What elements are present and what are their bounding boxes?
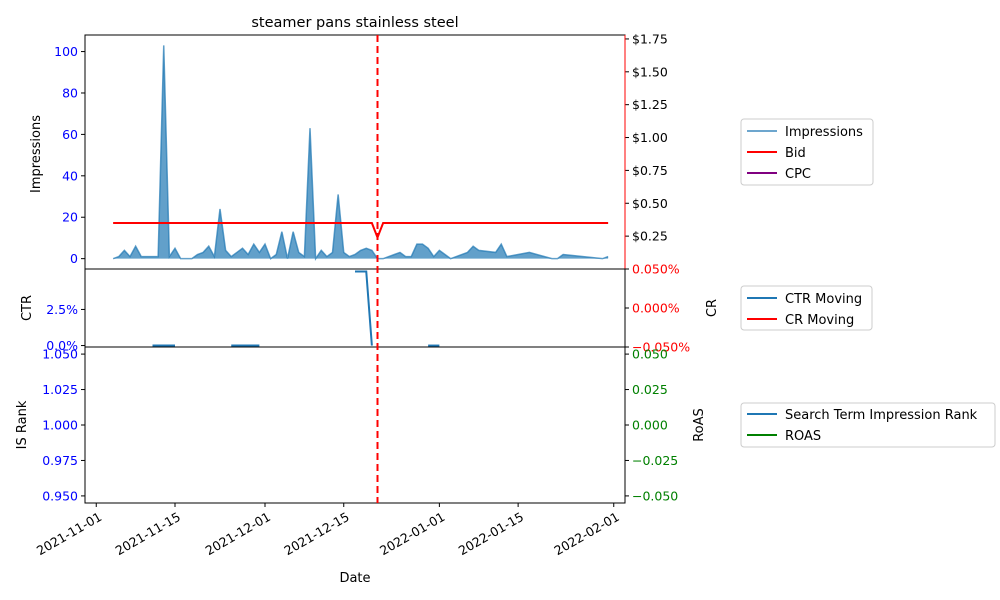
legend-ctr-panel: CTR Moving CR Moving <box>740 285 873 331</box>
ctr-panel-frame <box>84 268 626 348</box>
roas-axis-tick-label: 0.000 <box>632 418 668 433</box>
impressions-axis-tick-label: 0 <box>70 251 78 266</box>
date-axis: 2021-11-01 2021-11-15 2021-12-01 2021-12-15… <box>34 35 622 558</box>
svg-text:Search Term Impression Rank: Search Term Impression Rank <box>785 408 978 423</box>
is-rank-axis-tick-label: 1.050 <box>42 347 78 362</box>
date-axis-label: Date <box>339 571 370 586</box>
ctr-axis-tick-label: 0.0% <box>46 338 78 353</box>
roas-axis-tick-label: −0.050 <box>632 488 678 503</box>
bid-axis-tick-label: $0.25 <box>632 229 668 244</box>
svg-text:Impressions: Impressions <box>785 125 863 140</box>
date-tick-label: 2021-11-01 <box>34 509 104 558</box>
is-rank-panel: 0.950 0.975 1.000 1.025 1.050 −0.050 −0.025 0.0… <box>42 346 678 504</box>
legend-is-rank-panel: Search Term Impression Rank ROAS <box>740 402 996 448</box>
legend-entry-search-term-impression-rank: Search Term Impression Rank <box>747 408 978 423</box>
bid-axis-tick-label: $1.25 <box>632 97 668 112</box>
roas-axis-label: RoAS <box>692 408 707 442</box>
bid-axis-tick-label: $1.50 <box>632 64 668 79</box>
svg-text:Bid: Bid <box>785 146 806 161</box>
date-tick-label: 2021-11-15 <box>113 509 183 558</box>
is-rank-axis-tick-label: 1.000 <box>42 418 78 433</box>
impressions-axis-tick-label: 60 <box>62 127 78 142</box>
date-tick-label: 2022-01-01 <box>377 509 447 558</box>
svg-text:ROAS: ROAS <box>785 429 821 444</box>
impressions-axis-tick-label: 100 <box>54 44 78 59</box>
legend-entry-cr-moving: CR Moving <box>747 313 854 328</box>
bid-axis-tick-label: $0.75 <box>632 163 668 178</box>
legend-impressions-panel: Impressions Bid CPC <box>740 118 874 186</box>
ctr-axis-tick-label: 2.5% <box>46 302 78 317</box>
impressions-line <box>112 45 609 261</box>
legend-entry-roas: ROAS <box>747 429 821 444</box>
impressions-axis-tick-label: 40 <box>62 168 78 183</box>
is-rank-axis-tick-label: 0.950 <box>42 488 78 503</box>
cr-axis-tick-label: −0.050% <box>632 340 690 355</box>
bid-line <box>113 221 609 241</box>
date-tick-label: 2021-12-01 <box>203 509 273 558</box>
impressions-axis-label: Impressions <box>29 115 44 193</box>
date-tick-label: 2022-01-15 <box>456 509 526 558</box>
impressions-panel: 0 20 40 60 80 100 $0.25 $0.50 $0.75 $1.00 $1.25 $1.… <box>54 31 668 270</box>
chart-title: steamer pans stainless steel <box>251 15 458 31</box>
date-tick-label: 2021-12-15 <box>281 509 351 558</box>
svg-text:CPC: CPC <box>785 167 811 182</box>
cr-axis-label: CR <box>705 299 720 317</box>
legend-entry-bid: Bid <box>747 146 806 161</box>
cr-axis-tick-label: 0.050% <box>632 262 680 277</box>
impressions-area <box>113 45 609 259</box>
bid-axis-tick-label: $0.50 <box>632 196 668 211</box>
legend-entry-impressions: Impressions <box>747 125 863 140</box>
bid-axis-tick-label: $1.00 <box>632 130 668 145</box>
impressions-axis-tick-label: 80 <box>62 85 78 100</box>
impressions-axis-tick-label: 20 <box>62 210 78 225</box>
svg-text:CTR Moving: CTR Moving <box>785 292 862 307</box>
ctr-moving-segment <box>355 270 373 346</box>
ctr-axis-label: CTR <box>20 295 35 321</box>
legend-entry-cpc: CPC <box>747 167 811 182</box>
is-rank-axis-label: IS Rank <box>15 400 30 449</box>
is-rank-axis-tick-label: 1.025 <box>42 382 78 397</box>
is-rank-axis-tick-label: 0.975 <box>42 453 78 468</box>
roas-axis-tick-label: 0.050 <box>632 347 668 362</box>
roas-axis-tick-label: −0.025 <box>632 453 678 468</box>
bid-axis-tick-label: $1.75 <box>632 31 668 46</box>
svg-text:CR Moving: CR Moving <box>785 313 854 328</box>
ctr-panel: 0.0% 2.5% 0.050% 0.000% −0.050% <box>46 262 690 355</box>
legend-entry-ctr-moving: CTR Moving <box>747 292 862 307</box>
is-rank-panel-frame <box>84 346 626 504</box>
cr-axis-tick-label: 0.000% <box>632 301 680 316</box>
date-tick-label: 2022-02-01 <box>551 509 621 558</box>
roas-axis-tick-label: 0.025 <box>632 382 668 397</box>
